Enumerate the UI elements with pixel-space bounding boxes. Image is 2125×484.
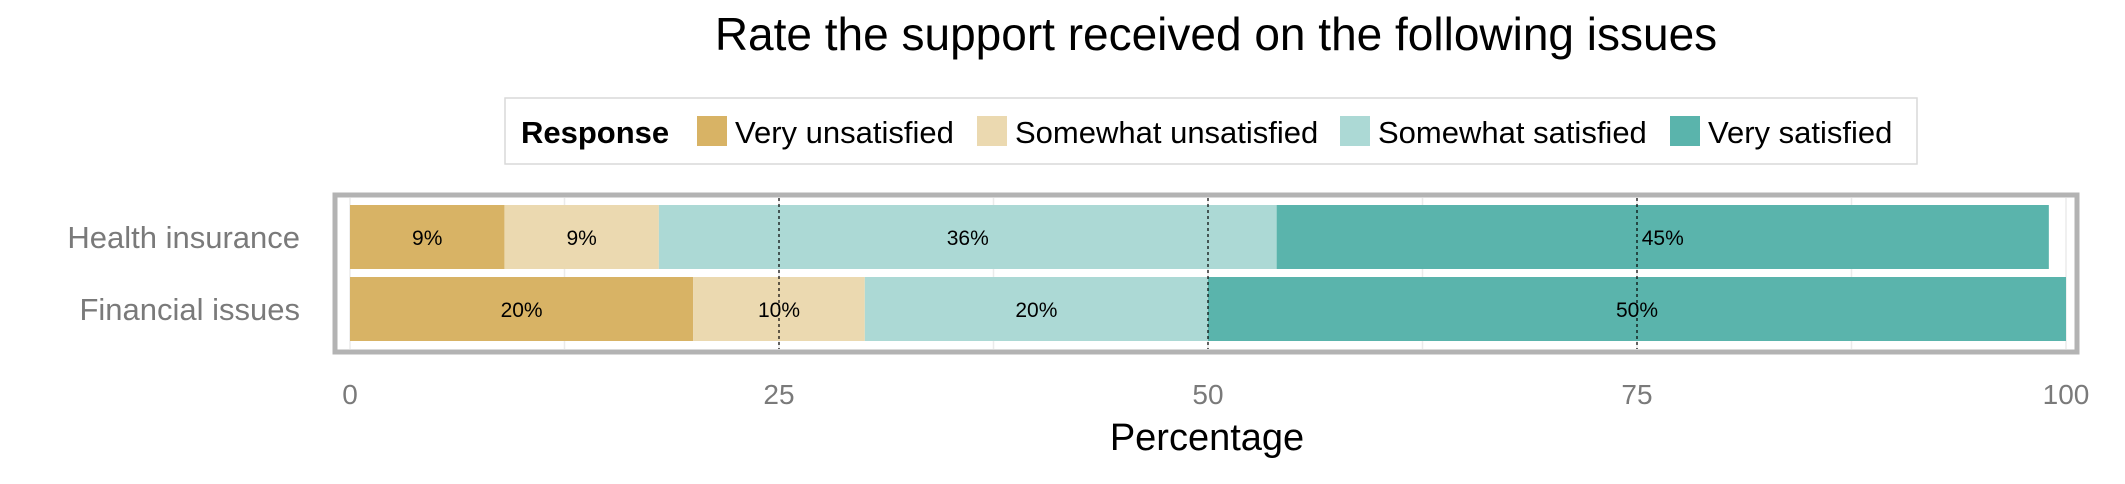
x-tick-label-25: 25 (763, 379, 794, 410)
legend-key-very-unsatisfied (697, 116, 727, 146)
legend-label-very-unsatisfied: Very unsatisfied (735, 115, 954, 150)
category-labels: Health insurance Financial issues (67, 220, 300, 327)
data-label-financial-issues-very-unsatisfied: 20% (501, 299, 543, 322)
data-label-health-insurance-somewhat-unsatisfied: 9% (566, 227, 596, 250)
x-tick-label-75: 75 (1621, 379, 1652, 410)
bars (350, 205, 2066, 341)
category-label-health-insurance: Health insurance (67, 220, 300, 255)
x-axis-title: Percentage (1110, 417, 1304, 459)
legend: Response Very unsatisfied Somewhat unsati… (504, 97, 1918, 165)
x-axis-ticks: 0 25 50 75 100 (342, 379, 2089, 410)
legend-key-somewhat-unsatisfied (977, 116, 1007, 146)
bar-financial-issues-somewhat-satisfied (864, 277, 1208, 341)
data-labels: 9% 9% 36% 45% 20% 10% 20% 50% (412, 227, 1684, 322)
bar-health-insurance-very-unsatisfied (350, 205, 505, 269)
bar-health-insurance-somewhat-unsatisfied (504, 205, 659, 269)
legend-label-somewhat-satisfied: Somewhat satisfied (1378, 115, 1647, 150)
bar-financial-issues-very-unsatisfied (350, 277, 694, 341)
data-label-health-insurance-somewhat-satisfied: 36% (947, 227, 989, 250)
legend-title: Response (521, 115, 669, 150)
legend-key-somewhat-satisfied (1340, 116, 1370, 146)
data-label-health-insurance-very-satisfied: 45% (1642, 227, 1684, 250)
chart-title: Rate the support received on the followi… (715, 8, 1717, 60)
bar-health-insurance-somewhat-satisfied (658, 205, 1277, 269)
bar-health-insurance-very-satisfied (1276, 205, 2049, 269)
reference-lines (778, 198, 1638, 349)
legend-label-very-satisfied: Very satisfied (1708, 115, 1892, 150)
data-label-financial-issues-very-satisfied: 50% (1616, 299, 1658, 322)
legend-label-somewhat-unsatisfied: Somewhat unsatisfied (1015, 115, 1318, 150)
x-tick-label-100: 100 (2043, 379, 2090, 410)
category-label-financial-issues: Financial issues (79, 292, 300, 327)
x-tick-label-50: 50 (1192, 379, 1223, 410)
data-label-financial-issues-somewhat-unsatisfied: 10% (758, 299, 800, 322)
x-tick-label-0: 0 (342, 379, 358, 410)
data-label-financial-issues-somewhat-satisfied: 20% (1015, 299, 1057, 322)
data-label-health-insurance-very-unsatisfied: 9% (412, 227, 442, 250)
legend-key-very-satisfied (1670, 116, 1700, 146)
